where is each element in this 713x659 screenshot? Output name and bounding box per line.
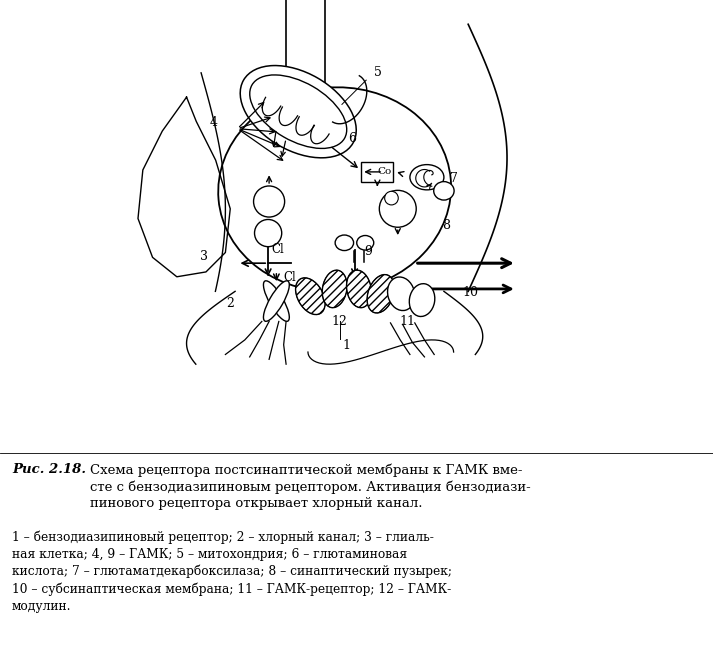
Text: 9: 9 bbox=[365, 245, 373, 258]
Ellipse shape bbox=[410, 165, 444, 190]
Text: 1 – бензодиазипиновый рецептор; 2 – хлорный канал; 3 – глиаль-
ная клетка; 4, 9 : 1 – бензодиазипиновый рецептор; 2 – хлор… bbox=[12, 530, 452, 613]
Bar bbox=[361, 161, 393, 182]
Text: Cl: Cl bbox=[272, 243, 284, 256]
Ellipse shape bbox=[434, 182, 454, 200]
Text: Co: Co bbox=[377, 167, 391, 177]
Ellipse shape bbox=[356, 235, 374, 250]
Text: 3: 3 bbox=[200, 250, 207, 263]
Ellipse shape bbox=[250, 75, 347, 148]
Ellipse shape bbox=[263, 281, 289, 322]
Ellipse shape bbox=[409, 283, 435, 316]
Ellipse shape bbox=[240, 65, 356, 158]
Text: 7: 7 bbox=[450, 172, 458, 185]
Text: 12: 12 bbox=[332, 315, 347, 328]
Circle shape bbox=[255, 219, 282, 246]
Ellipse shape bbox=[296, 278, 325, 314]
Text: Рис. 2.18.: Рис. 2.18. bbox=[12, 463, 86, 476]
Ellipse shape bbox=[367, 275, 394, 313]
Text: Cl: Cl bbox=[284, 272, 297, 284]
Ellipse shape bbox=[322, 270, 347, 308]
Text: 8: 8 bbox=[442, 219, 451, 232]
Text: 10: 10 bbox=[463, 286, 478, 299]
Ellipse shape bbox=[218, 87, 451, 291]
Text: 1: 1 bbox=[343, 339, 351, 352]
Text: 2: 2 bbox=[226, 297, 234, 310]
Circle shape bbox=[379, 190, 416, 227]
Circle shape bbox=[254, 186, 284, 217]
Text: 4: 4 bbox=[209, 116, 217, 129]
Circle shape bbox=[385, 191, 399, 205]
Ellipse shape bbox=[263, 281, 289, 322]
Ellipse shape bbox=[335, 235, 354, 250]
Ellipse shape bbox=[347, 270, 371, 308]
Text: 11: 11 bbox=[399, 315, 416, 328]
Text: 6: 6 bbox=[348, 132, 356, 145]
Text: Схема рецептора постсинаптической мембраны к ГАМК вме-
сте с бензодиазипиновым р: Схема рецептора постсинаптической мембра… bbox=[90, 463, 530, 510]
Text: 5: 5 bbox=[374, 67, 382, 79]
Ellipse shape bbox=[388, 277, 415, 310]
